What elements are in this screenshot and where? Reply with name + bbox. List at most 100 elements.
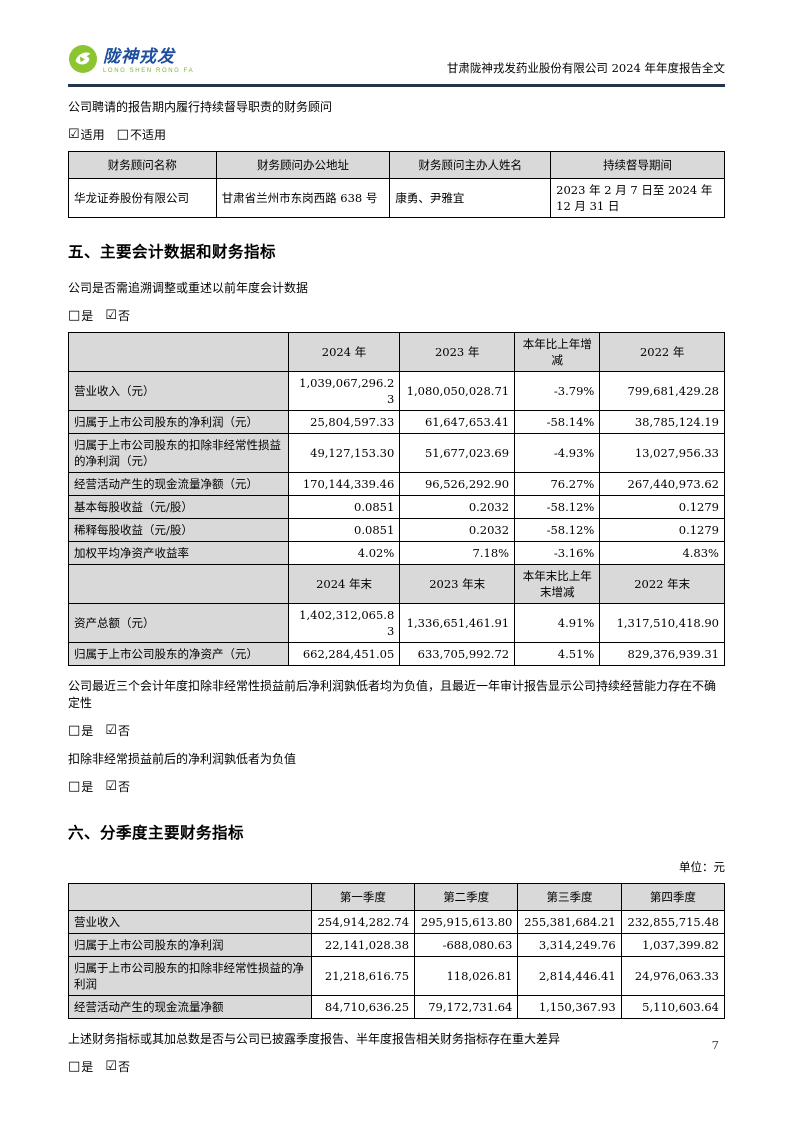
column-header: 持续督导期间 xyxy=(550,151,725,179)
table-cell: -688,080.63 xyxy=(414,933,519,957)
table-cell: -58.14% xyxy=(514,410,601,434)
company-logo: 陇神戎发 LONG SHEN RONG FA xyxy=(68,44,194,78)
table-row: 归属于上市公司股东的净利润 22,141,028.38 -688,080.63 … xyxy=(68,933,726,957)
table-cell: 4.02% xyxy=(287,541,401,565)
checkbox-label: 否 xyxy=(117,780,130,794)
column-header xyxy=(68,332,289,372)
table-cell: 4.83% xyxy=(599,541,725,565)
table-cell: 1,080,050,028.71 xyxy=(399,371,516,411)
yes-option: □ 是 xyxy=(68,307,93,324)
column-header: 2023 年 xyxy=(399,332,516,372)
table-cell: 255,381,684.21 xyxy=(517,910,622,934)
column-header xyxy=(68,883,312,911)
yes-option: □ 是 xyxy=(68,722,93,739)
table-cell: 甘肃省兰州市东岗西路 638 号 xyxy=(215,178,391,218)
unit-label: 单位：元 xyxy=(679,860,725,874)
row-label: 经营活动产生的现金流量净额（元） xyxy=(68,472,289,496)
negative-profit-choice-line: □ 是 ☑ 否 xyxy=(68,722,725,739)
table-cell: 254,914,282.74 xyxy=(310,910,416,934)
quarterly-table: 第一季度 第二季度 第三季度 第四季度 营业收入 254,914,282.74 … xyxy=(68,883,726,1019)
table-cell: 21,218,616.75 xyxy=(310,956,416,996)
table-cell: 0.0851 xyxy=(287,518,401,542)
column-header: 2024 年 xyxy=(287,332,401,372)
no-option: ☑ 否 xyxy=(105,778,130,795)
table-cell: 华龙证券股份有限公司 xyxy=(68,178,217,218)
checkbox-label: 否 xyxy=(117,1060,130,1074)
table-cell: 51,677,023.69 xyxy=(399,433,516,473)
no-option: ☑ 否 xyxy=(105,722,130,739)
table-cell: 康勇、尹雅宜 xyxy=(389,178,552,218)
table-cell: -3.79% xyxy=(514,371,601,411)
table-cell: 13,027,956.33 xyxy=(599,433,725,473)
checkbox-label: 是 xyxy=(81,724,94,738)
no-option: ☑ 否 xyxy=(105,307,130,324)
restate-question-text: 公司是否需追溯调整或重述以前年度会计数据 xyxy=(68,281,309,295)
table-cell: 295,915,613.80 xyxy=(414,910,519,934)
advisor-table: 财务顾问名称 财务顾问办公地址 财务顾问主办人姓名 持续督导期间 华龙证券股份有… xyxy=(68,151,725,218)
column-header: 2022 年 xyxy=(599,332,725,372)
checkbox-label: 否 xyxy=(117,724,130,738)
yes-option: □ 是 xyxy=(68,778,93,795)
table-cell: 22,141,028.38 xyxy=(310,933,416,957)
checkbox-label: 是 xyxy=(81,309,94,323)
applicable-line: ☑ 适用 □ 不适用 xyxy=(68,126,725,143)
table-cell: 3,314,249.76 xyxy=(517,933,622,957)
table-row: 经营活动产生的现金流量净额（元） 170,144,339.46 96,526,2… xyxy=(68,472,725,496)
table-row: 加权平均净资产收益率 4.02% 7.18% -3.16% 4.83% xyxy=(68,541,725,565)
checkbox-checked-icon: ☑ xyxy=(105,778,117,794)
row-label: 资产总额（元） xyxy=(68,603,289,643)
table-header-row: 2024 年末 2023 年末 本年末比上年末增减 2022 年末 xyxy=(68,564,725,604)
table-cell: 0.0851 xyxy=(287,495,401,519)
table-cell: 662,284,451.05 xyxy=(287,642,401,666)
table-cell: 633,705,992.72 xyxy=(399,642,516,666)
table-cell: 1,317,510,418.90 xyxy=(599,603,725,643)
row-label: 归属于上市公司股东的扣除非经常性损益的净利润（元） xyxy=(68,433,289,473)
table-row: 稀释每股收益（元/股） 0.0851 0.2032 -58.12% 0.1279 xyxy=(68,518,725,542)
table-cell: -58.12% xyxy=(514,518,601,542)
table-row: 归属于上市公司股东的净资产（元） 662,284,451.05 633,705,… xyxy=(68,642,725,666)
column-header: 第三季度 xyxy=(517,883,622,911)
checkbox-unchecked-icon: □ xyxy=(68,778,81,794)
restate-choice-line: □ 是 ☑ 否 xyxy=(68,307,725,324)
row-label: 营业收入 xyxy=(68,910,312,934)
row-label: 归属于上市公司股东的净利润 xyxy=(68,933,312,957)
column-header xyxy=(68,564,289,604)
table-cell: 118,026.81 xyxy=(414,956,519,996)
table-cell: 24,976,063.33 xyxy=(620,956,726,996)
row-label: 归属于上市公司股东的净利润（元） xyxy=(68,410,289,434)
table-cell: 76.27% xyxy=(514,472,601,496)
table-row: 华龙证券股份有限公司 甘肃省兰州市东岗西路 638 号 康勇、尹雅宜 2023 … xyxy=(68,178,725,218)
checkbox-label: 不适用 xyxy=(129,128,166,142)
column-header: 2023 年末 xyxy=(399,564,516,604)
table-cell: 267,440,973.62 xyxy=(599,472,725,496)
table-row: 基本每股收益（元/股） 0.0851 0.2032 -58.12% 0.1279 xyxy=(68,495,725,519)
company-logo-icon xyxy=(68,44,98,78)
checkbox-unchecked-icon: □ xyxy=(68,307,81,323)
row-label: 稀释每股收益（元/股） xyxy=(68,518,289,542)
column-header: 2024 年末 xyxy=(287,564,401,604)
table-cell: 170,144,339.46 xyxy=(287,472,401,496)
column-header: 第一季度 xyxy=(310,883,416,911)
table-cell: 4.91% xyxy=(514,603,601,643)
checkbox-label: 是 xyxy=(81,780,94,794)
table-cell: -58.12% xyxy=(514,495,601,519)
table-cell: 49,127,153.30 xyxy=(287,433,401,473)
table-cell: 2,814,446.41 xyxy=(517,956,622,996)
column-header: 第二季度 xyxy=(414,883,519,911)
section-6-title: 六、分季度主要财务指标 xyxy=(68,823,245,842)
column-header: 第四季度 xyxy=(620,883,726,911)
row-label: 营业收入（元） xyxy=(68,371,289,411)
table-header-row: 财务顾问名称 财务顾问办公地址 财务顾问主办人姓名 持续督导期间 xyxy=(68,151,725,179)
checkbox-checked-icon: ☑ xyxy=(105,722,117,738)
column-header: 财务顾问主办人姓名 xyxy=(389,151,552,179)
table-cell: 4.51% xyxy=(514,642,601,666)
row-label: 加权平均净资产收益率 xyxy=(68,541,289,565)
checkbox-unchecked-icon: □ xyxy=(68,722,81,738)
doc-title: 甘肃陇神戎发药业股份有限公司 2024 年年度报告全文 xyxy=(446,61,725,75)
table-cell: 79,172,731.64 xyxy=(414,995,519,1019)
brand-name-en: LONG SHEN RONG FA xyxy=(103,67,195,74)
page-number: 7 xyxy=(711,1038,719,1052)
table-row: 营业收入 254,914,282.74 295,915,613.80 255,3… xyxy=(68,910,726,934)
checkbox-label: 否 xyxy=(117,309,130,323)
column-header: 财务顾问名称 xyxy=(68,151,217,179)
